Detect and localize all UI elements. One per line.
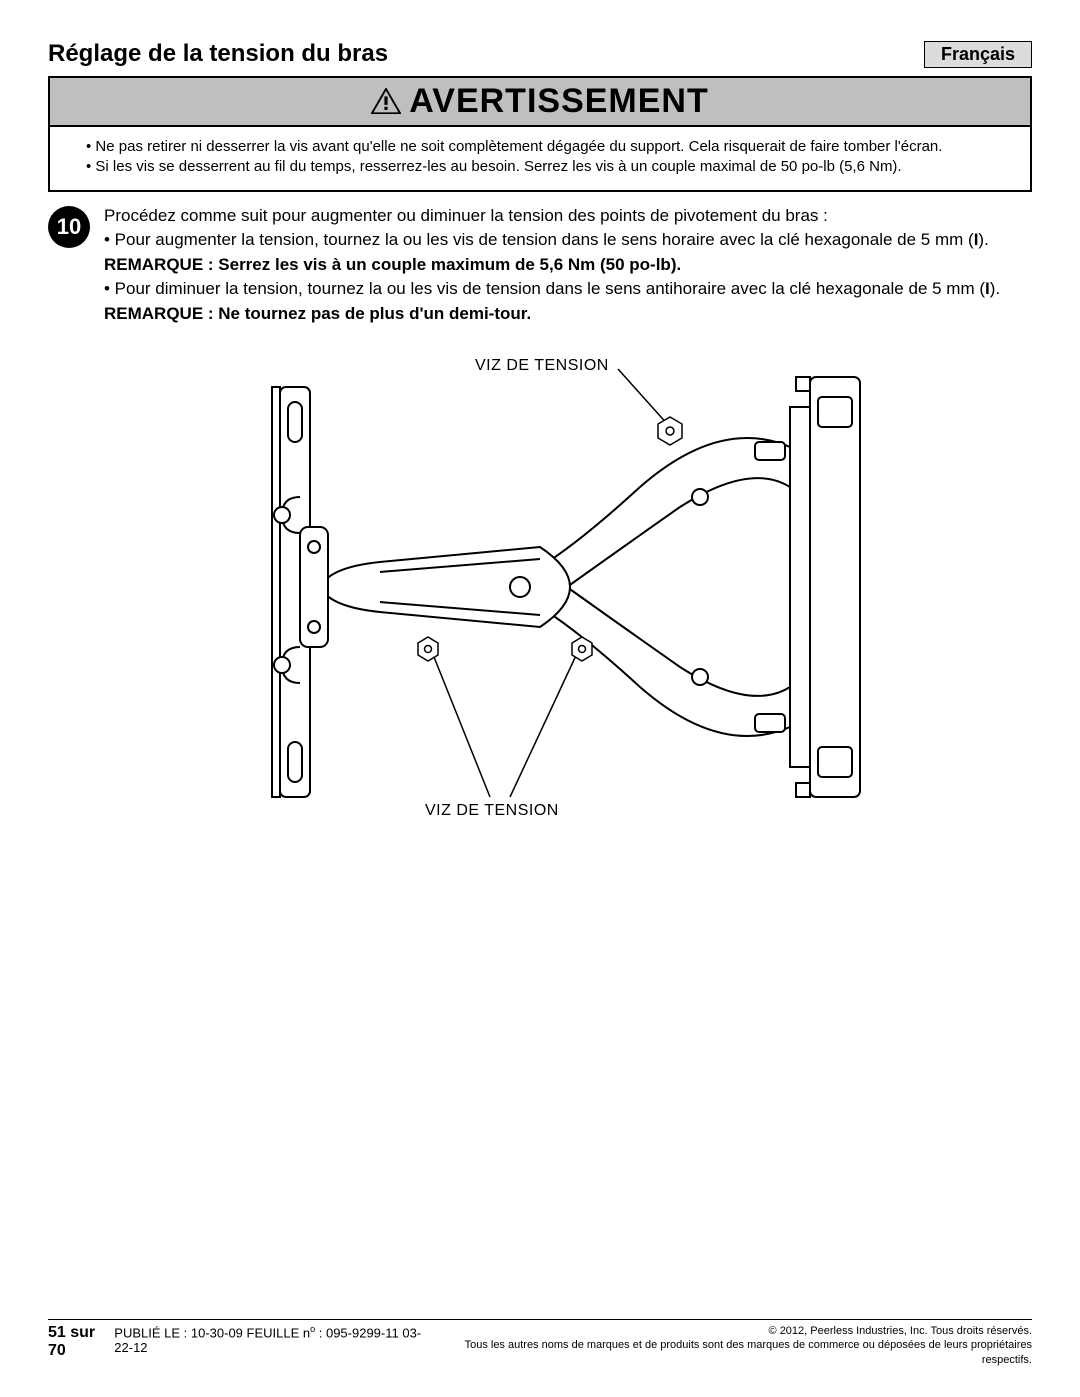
language-tag: Français (924, 41, 1032, 68)
footer-page-number: 51 sur 70 (48, 1324, 114, 1360)
step-line-1a: • Pour augmenter la tension, tournez la … (104, 230, 974, 249)
section-title: Réglage de la tension du bras (48, 40, 388, 68)
step-intro: Procédez comme suit pour augmenter ou di… (104, 204, 1032, 229)
mount-diagram (200, 347, 880, 867)
step-line-1: • Pour augmenter la tension, tournez la … (104, 228, 1032, 277)
step-note-1: REMARQUE : Serrez les vis à un couple ma… (104, 255, 681, 274)
footer-copyright: © 2012, Peerless Industries, Inc. Tous d… (439, 1324, 1032, 1338)
diagram-area: VIZ DE TENSION VIZ DE TENSION (200, 347, 880, 867)
header-row: Réglage de la tension du bras Français (48, 40, 1032, 68)
warning-icon (371, 88, 401, 116)
warning-label: AVERTISSEMENT (409, 82, 709, 121)
step-number-badge: 10 (48, 206, 90, 248)
diagram-label-bottom: VIZ DE TENSION (425, 802, 559, 820)
step-line-2c: ). (990, 279, 1000, 298)
warning-body: Ne pas retirer ni desserrer la vis avant… (50, 127, 1030, 190)
footer-trademarks: Tous les autres noms de marques et de pr… (439, 1338, 1032, 1367)
step-line-1c: ). (978, 230, 988, 249)
step-row: 10 Procédez comme suit pour augmenter ou… (48, 204, 1032, 327)
step-line-2: • Pour diminuer la tension, tournez la o… (104, 277, 1032, 326)
footer-legal: © 2012, Peerless Industries, Inc. Tous d… (439, 1324, 1032, 1367)
page: Réglage de la tension du bras Français A… (0, 0, 1080, 1397)
footer-pub-text: PUBLIÉ LE : 10-30-09 FEUILLE n (114, 1325, 310, 1340)
step-note-2: REMARQUE : Ne tournez pas de plus d'un d… (104, 304, 531, 323)
warning-bullet-2: Si les vis se desserrent au fil du temps… (86, 157, 1010, 177)
step-line-2a: • Pour diminuer la tension, tournez la o… (104, 279, 985, 298)
warning-box: AVERTISSEMENT Ne pas retirer ni desserre… (48, 76, 1032, 192)
warning-header: AVERTISSEMENT (50, 78, 1030, 127)
footer-publication: PUBLIÉ LE : 10-30-09 FEUILLE no : 095-92… (114, 1324, 439, 1355)
step-text: Procédez comme suit pour augmenter ou di… (104, 204, 1032, 327)
footer: 51 sur 70 PUBLIÉ LE : 10-30-09 FEUILLE n… (48, 1319, 1032, 1367)
warning-bullet-1: Ne pas retirer ni desserrer la vis avant… (86, 137, 1010, 157)
diagram-label-top: VIZ DE TENSION (475, 357, 609, 375)
